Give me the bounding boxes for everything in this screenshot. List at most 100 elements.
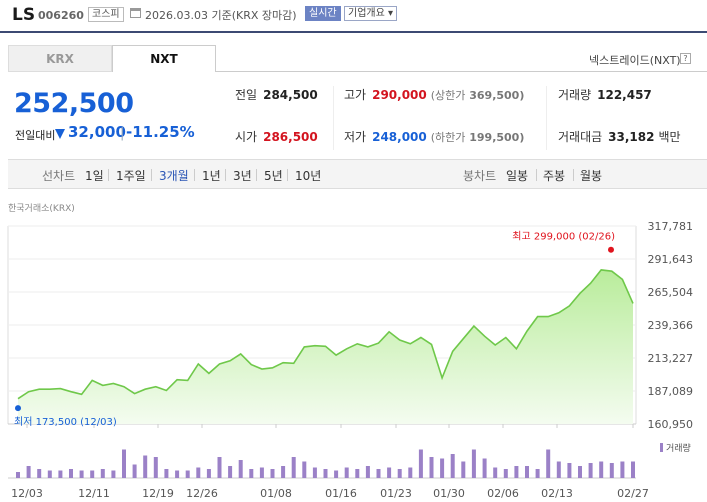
min-annotation: 최저 173,500 (12/03) [14, 416, 117, 428]
volume-bar [153, 457, 158, 478]
calendar-icon [130, 8, 141, 18]
change-label: 전일대비 [15, 129, 56, 142]
period-selector: 선차트 1일 1주일 3개월 1년 3년 5년 10년 봉차트 일봉 주봉 월봉 [8, 159, 707, 189]
period-separator [573, 169, 574, 181]
max-annotation: 최고 299,000 (02/26) [512, 231, 615, 243]
y-tick-label: 239,366 [648, 319, 694, 332]
volume-bar [620, 461, 625, 478]
realtime-button[interactable]: 실시간 [305, 6, 341, 21]
y-tick-label: 291,643 [648, 253, 694, 266]
volume-bar [631, 461, 635, 478]
down-arrow-icon [55, 129, 65, 139]
market-badge: 코스피 [88, 7, 124, 22]
volume-bar [312, 467, 317, 478]
volume-bar [291, 457, 296, 478]
stock-header: LS 006260 코스피 2026.03.03 기준(KRX 장마감) 실시간… [0, 0, 707, 33]
help-icon[interactable]: ? [680, 53, 691, 64]
volume-bar [206, 469, 211, 478]
volume-bar [440, 458, 445, 478]
volume-bar [122, 449, 126, 478]
reference-date: 2026.03.03 기준(KRX 장마감) [145, 9, 297, 22]
volume-bar [58, 470, 63, 478]
stat-divider [333, 86, 334, 150]
volume-bar [26, 466, 31, 478]
candle-daily[interactable]: 일봉 [506, 169, 529, 183]
period-5y[interactable]: 5년 [264, 169, 283, 183]
volume-bar [164, 469, 169, 478]
stat-value: 33,182 [608, 130, 655, 144]
stat-value: 290,000 [372, 88, 427, 102]
volume-bar [175, 470, 180, 478]
volume-bar [525, 466, 529, 478]
x-tick-label: 12/19 [142, 487, 174, 500]
period-separator [287, 169, 288, 181]
stat-high: 고가 290,000 (상한가 369,500) [344, 86, 524, 103]
stat-open: 시가 286,500 [235, 128, 318, 145]
company-info-dropdown[interactable]: 기업개요 ▾ [344, 6, 397, 21]
tab-divider [215, 71, 707, 72]
candle-chart-label: 봉차트 [463, 169, 497, 183]
price-chart[interactable]: 317,781 291,643 265,504 239,366 213,227 187,0… [0, 212, 707, 502]
tab-nxt[interactable]: NXT [112, 45, 216, 72]
volume-bar [100, 469, 105, 478]
period-3y[interactable]: 3년 [233, 169, 252, 183]
volume-swatch [660, 443, 663, 452]
volume-bar [567, 463, 572, 478]
volume-bar [355, 469, 360, 478]
volume-bar [482, 458, 487, 478]
volume-bar [143, 455, 148, 478]
stat-label: 저가 [344, 130, 367, 144]
volume-legend-label: 거래량 [666, 444, 691, 454]
volume-bar [270, 469, 275, 478]
change-value: 32,000 [68, 123, 126, 141]
period-1w[interactable]: 1주일 [116, 169, 146, 183]
lower-limit: 199,500) [469, 131, 525, 144]
volume-bar [471, 449, 476, 478]
volume-bar [376, 469, 381, 478]
volume-bar [259, 467, 264, 478]
volume-bar [514, 466, 519, 478]
stat-divider [546, 86, 547, 150]
volume-bar [334, 470, 339, 478]
volume-bar [238, 460, 243, 478]
volume-bar [37, 469, 42, 478]
volume-bar [47, 470, 52, 478]
candle-weekly[interactable]: 주봉 [543, 169, 566, 183]
header-divider [0, 31, 707, 33]
tab-krx[interactable]: KRX [8, 45, 112, 72]
x-tick-label: 01/30 [433, 487, 465, 500]
stat-low: 저가 248,000 (하한가 199,500) [344, 128, 524, 145]
volume-bar [302, 461, 307, 478]
volume-bar [79, 470, 84, 478]
period-3m[interactable]: 3개월 [159, 169, 189, 183]
candle-monthly[interactable]: 월봉 [580, 169, 603, 183]
volume-bar [578, 466, 582, 478]
chart-source: 한국거래소(KRX) [8, 204, 75, 214]
volume-bar [429, 457, 434, 478]
x-tick-label: 01/16 [325, 487, 357, 500]
y-tick-label: 160,950 [648, 418, 694, 431]
volume-bar [387, 467, 392, 478]
period-1d[interactable]: 1일 [85, 169, 104, 183]
volume-bar [418, 449, 423, 478]
line-chart-label: 선차트 [42, 169, 76, 183]
volume-bar [249, 469, 254, 478]
stat-trade-value: 거래대금 33,182 백만 [558, 128, 681, 145]
stat-label: 거래량 [558, 88, 592, 102]
volume-bar [535, 469, 540, 478]
min-point-marker [15, 405, 21, 412]
stat-label: 시가 [235, 130, 258, 144]
volume-bar [344, 467, 349, 478]
volume-bar [546, 449, 551, 478]
volume-bar [16, 472, 20, 478]
volume-bar [111, 470, 116, 478]
volume-bar [185, 470, 190, 478]
period-separator [536, 169, 537, 181]
stat-value: 286,500 [263, 130, 318, 144]
volume-bar [132, 464, 137, 478]
period-1y[interactable]: 1년 [202, 169, 221, 183]
period-10y[interactable]: 10년 [295, 169, 322, 183]
nxt-exchange-label: 넥스트레이드(NXT) [589, 54, 681, 67]
volume-bar [90, 470, 95, 478]
max-point-marker [608, 246, 614, 253]
